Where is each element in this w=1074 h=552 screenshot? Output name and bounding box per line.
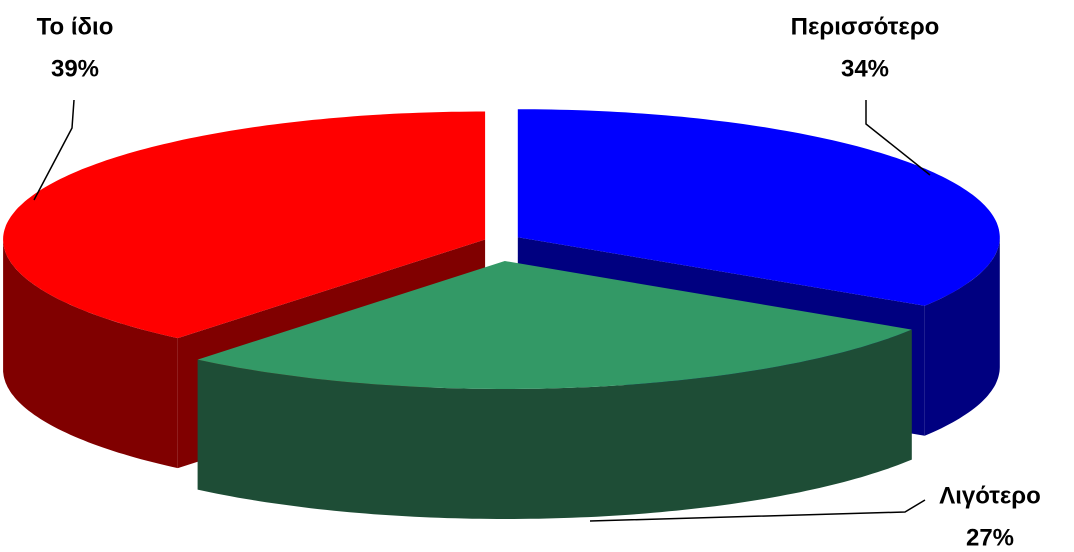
slice-side (3, 239, 178, 469)
slice-label: Το ίδιο (37, 13, 114, 40)
slice-side (197, 329, 912, 519)
leader-line (589, 499, 926, 522)
leader-line (865, 100, 931, 176)
labels: Περισσότερο 34% Λιγότερο 27% Το ίδιο 39% (37, 13, 1041, 551)
slice-label: Λιγότερο (939, 482, 1041, 509)
leader-line (33, 99, 75, 201)
slice-label: Περισσότερο (791, 13, 940, 40)
slice-side (924, 237, 1000, 436)
value-label: 34% (841, 55, 889, 82)
value-label: 39% (51, 55, 99, 82)
value-label: 27% (966, 524, 1014, 551)
pie (3, 109, 1000, 519)
slice (517, 109, 1000, 306)
slice (3, 111, 486, 339)
slice (197, 261, 912, 389)
